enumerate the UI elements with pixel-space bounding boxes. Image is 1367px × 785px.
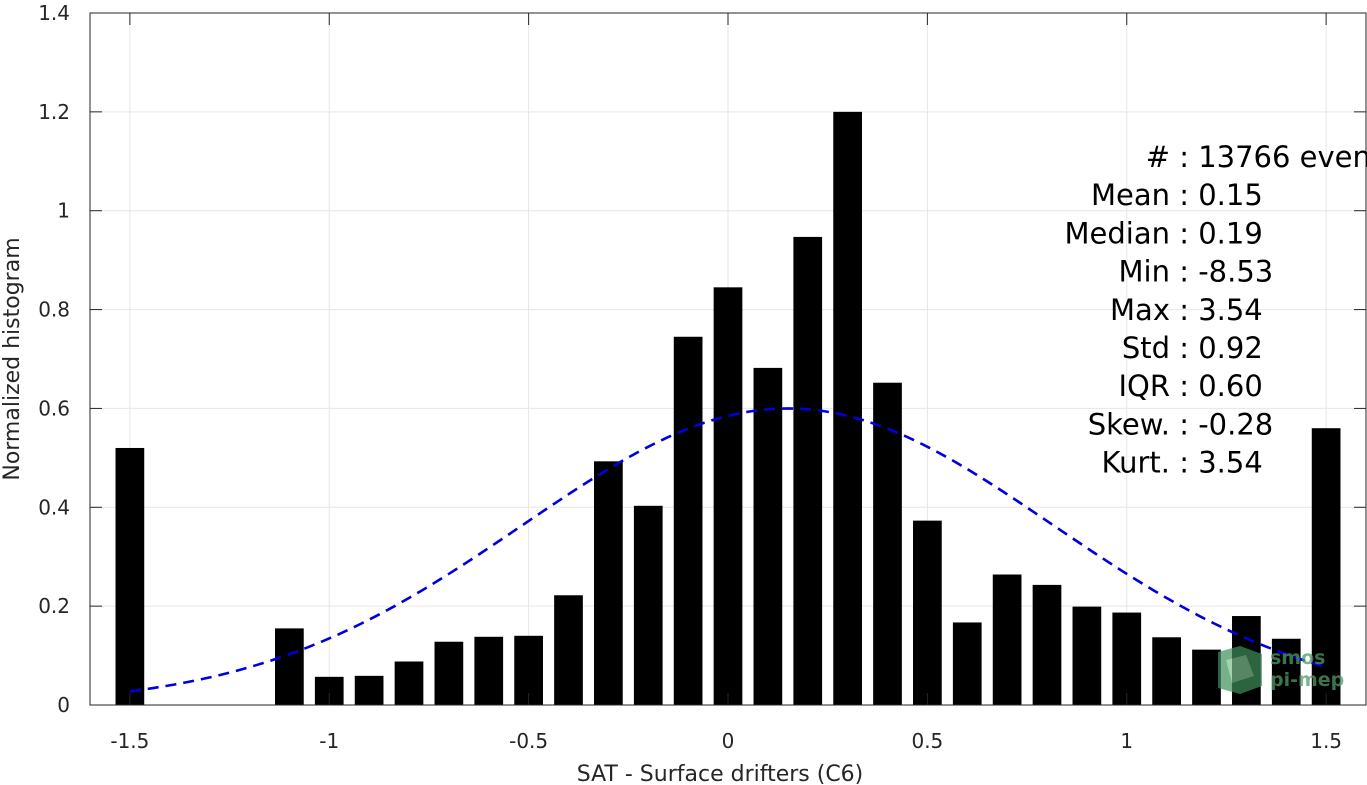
x-tick-label: 1.5 [1310, 729, 1342, 753]
histogram-bar [1072, 606, 1102, 705]
stat-line: Min : -8.53 [1119, 255, 1274, 289]
histogram-bar [434, 641, 464, 705]
x-tick-label: -0.5 [509, 729, 548, 753]
logo-text-smos: smos [1270, 647, 1325, 669]
histogram-bar [1192, 649, 1221, 705]
histogram-bar [554, 595, 583, 705]
histogram-bar [952, 622, 982, 705]
x-tick-label: 1 [1120, 729, 1133, 753]
y-tick-label: 0.8 [38, 298, 70, 322]
x-tick-label: -1.5 [110, 729, 149, 753]
histogram-bar [115, 447, 145, 705]
histogram-bar [753, 367, 783, 705]
histogram-bar [1112, 612, 1142, 705]
stat-line: Kurt. : 3.54 [1102, 446, 1263, 480]
histogram-bar [394, 661, 424, 705]
stat-line: # : 13766 events [1146, 140, 1367, 174]
x-axis-title: SAT - Surface drifters (C6) [577, 762, 864, 785]
y-tick-label: 1 [57, 199, 70, 223]
stat-line: Mean : 0.15 [1091, 178, 1263, 212]
y-tick-label: 1.4 [38, 1, 70, 25]
stat-line: Std : 0.92 [1122, 331, 1263, 365]
histogram-bar [673, 336, 703, 705]
histogram-bar [793, 236, 823, 705]
y-tick-labels: 0 0.2 0.4 0.6 0.8 1 1.2 1.4 [38, 1, 70, 717]
y-tick-label: 0.2 [38, 594, 70, 618]
stat-line: Skew. : -0.28 [1088, 407, 1274, 441]
x-tick-label: 0 [722, 729, 735, 753]
normal-fit-curve [129, 407, 1327, 693]
stat-line: Max : 3.54 [1110, 293, 1263, 327]
axis-ticks [90, 12, 1366, 706]
x-tick-label: -1 [319, 729, 339, 753]
y-tick-label: 0 [57, 693, 70, 717]
histogram-bar [594, 461, 623, 705]
histogram-bar [833, 111, 862, 706]
y-tick-label: 0.6 [38, 396, 70, 420]
histogram-bar [873, 382, 902, 705]
statistics-box: # : 13766 events Mean : 0.15 Median : 0.19… [1065, 140, 1367, 480]
histogram-bar [1271, 638, 1301, 705]
stat-line: IQR : 0.60 [1118, 369, 1262, 403]
histogram-bar [1032, 584, 1062, 705]
y-tick-label: 1.2 [38, 100, 70, 124]
y-tick-label: 0.4 [38, 495, 70, 519]
histogram-bar [1152, 637, 1181, 705]
histogram-bar [275, 628, 304, 705]
y-axis-title: Normalized histogram [0, 237, 25, 480]
histogram-bar [992, 574, 1022, 705]
stat-line: Median : 0.19 [1065, 216, 1263, 250]
histogram-bar [1311, 428, 1341, 705]
histogram-bar [633, 505, 663, 705]
x-tick-labels: -1.5 -1 -0.5 0 0.5 1 1.5 [110, 729, 1342, 753]
histogram-bar [913, 520, 942, 705]
logo-map-icon [1218, 646, 1262, 694]
logo-text-pi-mep: pi-mep [1270, 669, 1344, 691]
histogram-bar [713, 287, 743, 705]
smos-pi-mep-logo: smos pi-mep [1218, 646, 1344, 694]
histogram-bar [474, 636, 504, 705]
x-tick-label: 0.5 [911, 729, 943, 753]
histogram-bar [354, 675, 384, 705]
